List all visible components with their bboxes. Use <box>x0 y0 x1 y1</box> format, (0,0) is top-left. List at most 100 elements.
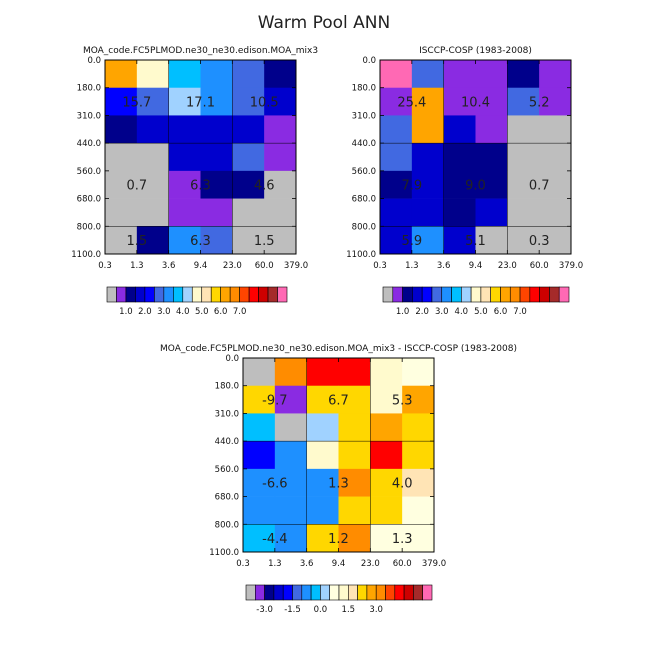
heatmap-cell <box>168 170 201 199</box>
colorbar-swatch <box>125 286 136 303</box>
panel-title: MOA_code.FC5PLMOD.ne30_ne30.edison.MOA_m… <box>83 46 318 56</box>
heatmap-cell <box>370 358 403 387</box>
colorbar-swatch <box>421 286 433 303</box>
heatmap-cell <box>306 468 339 497</box>
colorbar-swatch <box>509 286 521 303</box>
colorbar-swatch <box>310 584 321 601</box>
colorbar-swatch <box>182 286 193 303</box>
heatmap-cell <box>264 115 297 144</box>
data-label: 25.4 <box>397 96 426 111</box>
data-label: 4.0 <box>392 477 413 492</box>
colorbar-swatch <box>301 584 312 601</box>
heatmap-cell <box>443 170 476 199</box>
heatmap-cell <box>475 226 508 255</box>
y-tick-label: 440.0 <box>215 437 239 447</box>
heatmap-cell <box>232 170 265 199</box>
y-tick-label: 1100.0 <box>209 548 239 558</box>
heatmap-cell <box>232 226 265 255</box>
x-tick-label: 1.3 <box>268 559 282 569</box>
colorbar-swatch <box>245 584 256 601</box>
panel-model: MOA_code.FC5PLMOD.ne30_ne30.edison.MOA_m… <box>71 46 318 317</box>
x-tick-label: 379.0 <box>284 261 308 271</box>
data-label: 6.3 <box>190 234 211 249</box>
data-label: 1.5 <box>254 234 275 249</box>
colorbar-swatch <box>277 286 288 303</box>
y-tick-label: 560.0 <box>215 465 239 475</box>
y-tick-label: 800.0 <box>352 222 376 232</box>
heatmap-cell <box>380 198 413 227</box>
heatmap-cell <box>264 226 297 255</box>
heatmap-cell <box>105 198 138 227</box>
x-tick-label: 0.3 <box>373 261 387 271</box>
colorbar-label: -3.0 <box>256 605 273 615</box>
y-tick-label: 180.0 <box>77 84 101 94</box>
data-label: 10.4 <box>461 96 490 111</box>
heatmap-cell <box>136 170 169 199</box>
heatmap-cell <box>380 143 413 172</box>
x-tick-label: 1.3 <box>130 261 144 271</box>
colorbar-swatch <box>412 286 423 303</box>
heatmap-cell <box>243 496 276 525</box>
heatmap-cell <box>380 60 413 89</box>
x-tick-label: 9.4 <box>469 261 483 271</box>
heatmap-cell <box>200 143 233 172</box>
y-tick-label: 680.0 <box>215 493 239 503</box>
colorbar-swatch <box>229 286 240 303</box>
heatmap-cell <box>274 358 307 387</box>
colorbar-swatch <box>248 286 259 303</box>
heatmap-cell <box>475 87 508 116</box>
heatmap-cell <box>380 170 413 199</box>
heatmap-cell <box>274 468 307 497</box>
heatmap-cell <box>306 524 339 553</box>
heatmap-cell <box>200 60 233 89</box>
data-label: 4.6 <box>254 179 275 194</box>
heatmap-cell <box>264 170 297 199</box>
colorbar-label: 2.0 <box>138 307 152 317</box>
heatmap-cell <box>168 198 201 227</box>
heatmap-cell <box>475 60 508 89</box>
colorbar-label: 3.0 <box>157 307 171 317</box>
heatmap-cell <box>443 226 476 255</box>
colorbar-label: -1.5 <box>284 605 301 615</box>
data-label: 5.3 <box>392 394 413 409</box>
heatmap-cell <box>306 441 339 470</box>
data-label: 6.7 <box>328 394 349 409</box>
data-label: -6.6 <box>262 477 287 492</box>
colorbar: 1.0 2.0 3.0 4.0 5.0 6.0 7.0 <box>382 286 570 317</box>
colorbar-swatch <box>154 286 165 303</box>
heatmap-cell <box>507 170 540 199</box>
heatmap-cell <box>168 60 201 89</box>
x-tick-label: 379.0 <box>422 559 446 569</box>
colorbar-label: 4.0 <box>455 307 469 317</box>
x-tick-label: 3.6 <box>162 261 176 271</box>
data-label: -9.7 <box>262 394 287 409</box>
colorbar-swatch <box>210 286 221 303</box>
colorbar: 1.0 2.0 3.0 4.0 5.0 6.0 7.0 <box>106 286 288 317</box>
colorbar-swatch <box>173 286 184 303</box>
y-tick-label: 680.0 <box>77 195 101 205</box>
heatmap-cell <box>370 441 403 470</box>
colorbar-swatch <box>422 584 433 601</box>
heatmap-cell <box>370 468 403 497</box>
y-tick-label: 0.0 <box>87 56 101 66</box>
heatmap-cell <box>136 60 169 89</box>
heatmap-cell <box>306 385 339 414</box>
heatmap-cell <box>539 143 572 172</box>
heatmap-cell <box>200 87 233 116</box>
panel-obs: ISCCP-COSP (1983-2008) 0.3 1.3 3.6 9.4 23.0 60… <box>346 46 583 317</box>
colorbar-swatch <box>500 286 511 303</box>
colorbar-swatch <box>239 286 250 303</box>
x-tick-label: 60.0 <box>255 261 274 271</box>
colorbar-swatch <box>461 286 472 303</box>
y-tick-label: 800.0 <box>215 520 239 530</box>
heatmap-cell <box>338 468 371 497</box>
y-tick-label: 0.0 <box>362 56 376 66</box>
heatmap-cell <box>136 143 169 172</box>
heatmap-cell <box>168 115 201 144</box>
data-label: -4.4 <box>262 532 287 547</box>
colorbar-swatch <box>403 584 414 601</box>
colorbar-swatch <box>519 286 531 303</box>
heatmap-cell <box>306 413 339 442</box>
y-tick-label: 1100.0 <box>71 250 101 260</box>
